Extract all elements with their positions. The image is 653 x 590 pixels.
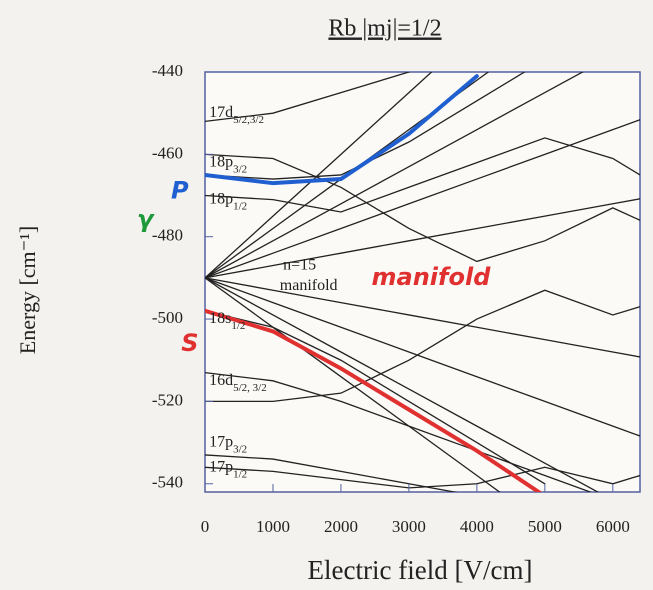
energy-level (205, 277, 501, 492)
level-subscript: 1/2 (231, 320, 245, 332)
level-subscript: 5/2,3/2 (233, 114, 264, 126)
y-tick-label: -520 (152, 390, 183, 409)
energy-level (205, 72, 433, 279)
level-label: n=15 (283, 256, 316, 273)
handwritten-note: P (171, 176, 189, 204)
level-subscript: 5/2, 3/2 (233, 381, 267, 393)
level-name: 18p (209, 153, 233, 170)
level-label: 18p3/2 (209, 153, 247, 175)
annotation-stroke (205, 308, 543, 492)
x-tick-label: 2000 (324, 517, 358, 536)
level-name: n=15 (283, 256, 316, 273)
energy-level (205, 289, 640, 403)
y-tick-label: -460 (152, 143, 183, 162)
level-label: 18s1/2 (209, 310, 245, 332)
energy-level (205, 72, 411, 123)
level-label: 17d5/2,3/2 (209, 104, 264, 126)
x-tick-label: 5000 (528, 517, 562, 536)
level-name: 18p (209, 190, 233, 207)
x-tick-label: 1000 (256, 517, 290, 536)
energy-level (205, 466, 640, 489)
x-axis-label: Electric field [V/cm] (308, 555, 533, 585)
level-subscript: 1/2 (233, 200, 247, 212)
annotation-stroke (205, 74, 479, 186)
energy-level (205, 454, 458, 492)
energy-level (205, 198, 640, 279)
handwritten-note: S (181, 329, 198, 357)
y-axis-label: Energy [cm⁻¹] (15, 226, 40, 354)
level-label: 17p3/2 (209, 433, 247, 455)
x-tick-label: 6000 (596, 517, 630, 536)
level-name: 17p (209, 433, 233, 450)
energy-level (205, 371, 593, 492)
x-tick-label: 4000 (460, 517, 494, 536)
energy-level (205, 153, 640, 263)
level-subscript: 3/2 (233, 443, 247, 455)
level-label: manifold (280, 277, 338, 294)
energy-level (205, 277, 600, 492)
energy-level (205, 310, 546, 485)
level-label: 18p1/2 (209, 190, 247, 212)
y-tick-label: -500 (152, 308, 183, 327)
level-name: manifold (280, 277, 338, 294)
level-name: 17p (209, 458, 233, 475)
handwritten-note: manifold (372, 263, 492, 291)
level-name: 18s (209, 310, 231, 327)
y-tick-label: -440 (152, 61, 183, 80)
energy-level (205, 277, 640, 358)
level-name: 16d (209, 371, 233, 388)
x-tick-label: 3000 (392, 517, 426, 536)
y-tick-label: -480 (152, 226, 183, 245)
energy-level (205, 72, 584, 279)
chart-title: Rb |mj|=1/2 (328, 16, 441, 42)
energy-level (205, 137, 640, 213)
handwritten-note: γ (137, 205, 155, 233)
level-subscript: 3/2 (233, 163, 247, 175)
level-label: 17p1/2 (209, 458, 247, 480)
x-tick-label: 0 (201, 517, 210, 536)
energy-level (205, 119, 640, 279)
level-label: 16d5/2, 3/2 (209, 371, 267, 393)
level-subscript: 1/2 (233, 468, 247, 480)
level-name: 17d (209, 104, 233, 121)
energy-level (205, 277, 640, 437)
y-tick-label: -540 (152, 473, 183, 492)
lines (205, 72, 640, 492)
plot-area (204, 71, 641, 493)
